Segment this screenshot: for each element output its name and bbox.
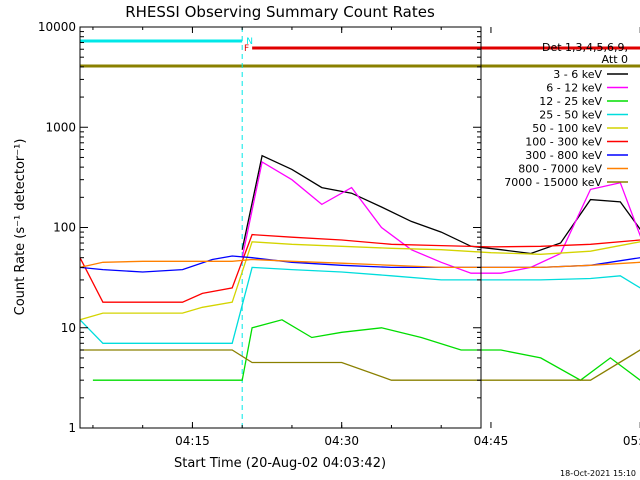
x-tick-label-2: 04:45: [474, 434, 509, 448]
legend-label-5: 100 - 300 keV: [525, 136, 602, 149]
y-tick-label-1: 10: [61, 321, 76, 335]
series-line-7: [79, 258, 640, 269]
x-tick-label-0: 04:15: [175, 434, 210, 448]
legend-label-2: 12 - 25 keV: [539, 95, 602, 108]
series-line-2: [92, 319, 640, 381]
series-line-8: [80, 349, 640, 381]
legend-label-0: 3 - 6 keV: [553, 68, 602, 81]
legend-header-0: Det 1,3,4,5,6,9,: [542, 41, 628, 54]
legend-label-4: 50 - 100 keV: [532, 122, 602, 135]
y-axis-ticks: 1 10 100 1000 10000: [38, 20, 481, 435]
x-axis-label: Start Time (20-Aug-02 04:03:42): [174, 456, 386, 471]
series-line-4: [79, 241, 640, 321]
y-axis-label: Count Rate (s⁻¹ detector⁻¹): [13, 139, 28, 316]
legend-label-6: 300 - 800 keV: [525, 149, 602, 162]
legend-header-1: Att 0: [602, 53, 628, 66]
legend-label-3: 25 - 50 keV: [539, 109, 602, 122]
y-tick-label-2: 100: [53, 221, 76, 235]
timestamp: 18-Oct-2021 15:10: [560, 469, 636, 478]
flag-label-0: N: [246, 37, 253, 47]
legend-label-8: 7000 - 15000 keV: [504, 176, 602, 189]
legend-label-7: 800 - 7000 keV: [518, 163, 602, 176]
y-tick-label-0: 1: [68, 421, 76, 435]
series-lines: [79, 154, 640, 381]
chart-title: RHESSI Observing Summary Count Rates: [125, 3, 435, 21]
x-tick-label-3: 05:00: [623, 434, 640, 448]
y-tick-label-3: 1000: [45, 120, 76, 134]
night-markers: [241, 27, 243, 428]
y-tick-label-4: 10000: [38, 20, 76, 34]
series-line-3: [79, 266, 640, 344]
x-tick-label-1: 04:30: [324, 434, 359, 448]
flag-bars: NFFD1FD3: [80, 37, 640, 68]
legend-label-1: 6 - 12 keV: [546, 82, 602, 95]
flag-label-1: F: [244, 44, 249, 54]
series-line-5: [79, 233, 640, 303]
series-line-1: [241, 160, 640, 274]
